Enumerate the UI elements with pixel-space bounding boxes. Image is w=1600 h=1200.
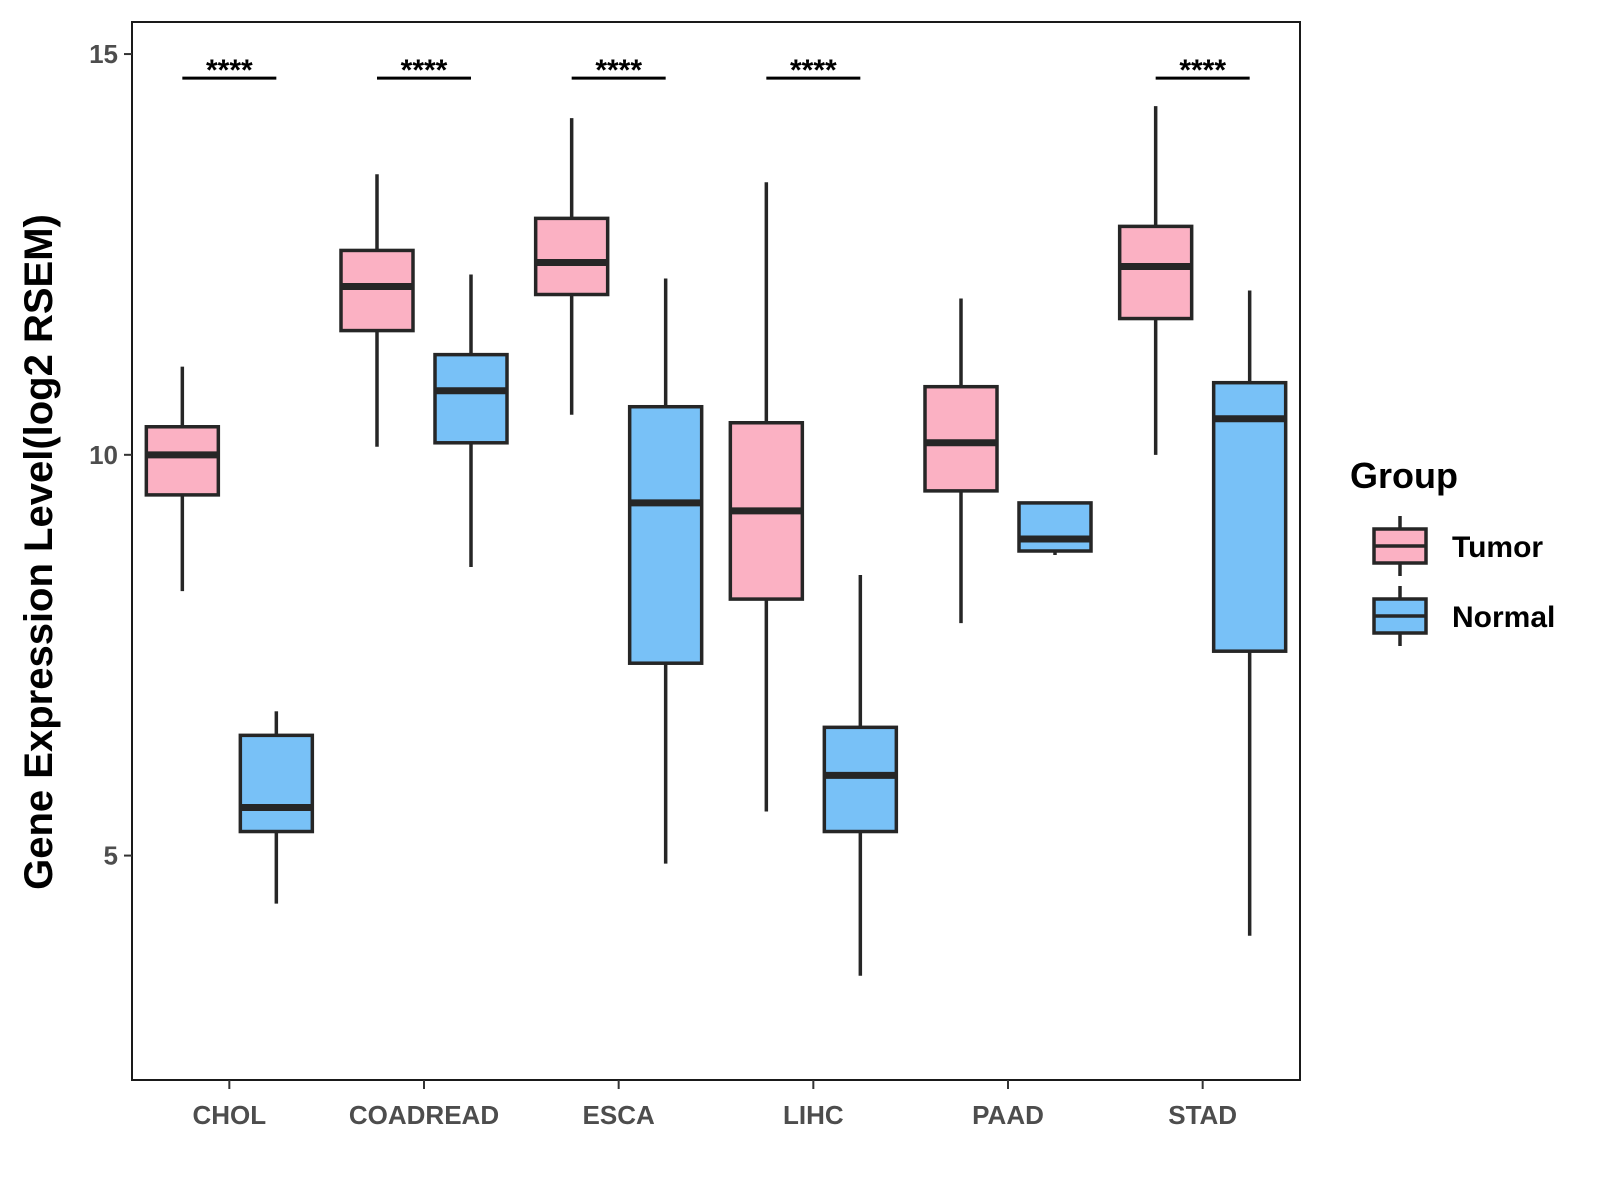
box-iqr [238,733,315,834]
y-tick-label: 5 [104,841,118,871]
legend-title: Group [1350,455,1458,496]
box-iqr [1117,224,1194,321]
y-axis-title: Gene Expression Level(log2 RSEM) [17,214,61,890]
significance-label-stad: **** [1179,54,1226,87]
significance-label-lihc: **** [790,54,837,87]
box-normal-coadread [433,274,509,568]
box-normal-esca [627,278,704,864]
x-tick-label-lihc: LIHC [783,1100,844,1130]
box-iqr [144,425,221,497]
x-tick-label-esca: ESCA [583,1100,655,1130]
box-iqr [627,404,704,665]
box-iqr [533,216,610,297]
y-tick-label: 15 [89,39,118,69]
legend-item-tumor: Tumor [1372,516,1543,576]
box-normal-paad [1017,501,1093,556]
box-tumor-paad [923,298,999,624]
legend-label-normal: Normal [1452,601,1555,634]
x-tick-label-paad: PAAD [972,1100,1044,1130]
plot-area: 5 10 15 CHOL COADREAD ESCA LIHC PAAD STAD **** ***… [89,21,1301,1130]
box-iqr [822,725,899,834]
legend-label-tumor: Tumor [1452,531,1543,564]
box-normal-chol [238,711,315,904]
box-tumor-esca [533,118,610,415]
significance-label-coadread: **** [401,54,448,87]
significance-label-esca: **** [595,54,642,87]
legend: Group Tumor Normal [1350,455,1555,646]
box-iqr [923,384,999,493]
x-tick-label-coadread: COADREAD [349,1100,499,1130]
plot-panel-border [131,21,1301,1081]
y-tick-label: 10 [89,440,118,470]
x-tick-label-stad: STAD [1168,1100,1237,1130]
x-tick-label-chol: CHOL [192,1100,266,1130]
legend-item-normal: Normal [1372,586,1555,646]
box-tumor-chol [144,366,221,592]
box-normal-lihc [822,575,899,976]
box-tumor-lihc [728,182,805,812]
box-normal-stad [1211,290,1288,936]
box-iqr [339,248,415,333]
box-tumor-stad [1117,106,1194,455]
box-iqr [1017,501,1093,553]
significance-label-chol: **** [206,54,253,87]
box-iqr [433,352,509,445]
box-tumor-coadread [339,174,415,447]
box-iqr [1211,380,1288,653]
